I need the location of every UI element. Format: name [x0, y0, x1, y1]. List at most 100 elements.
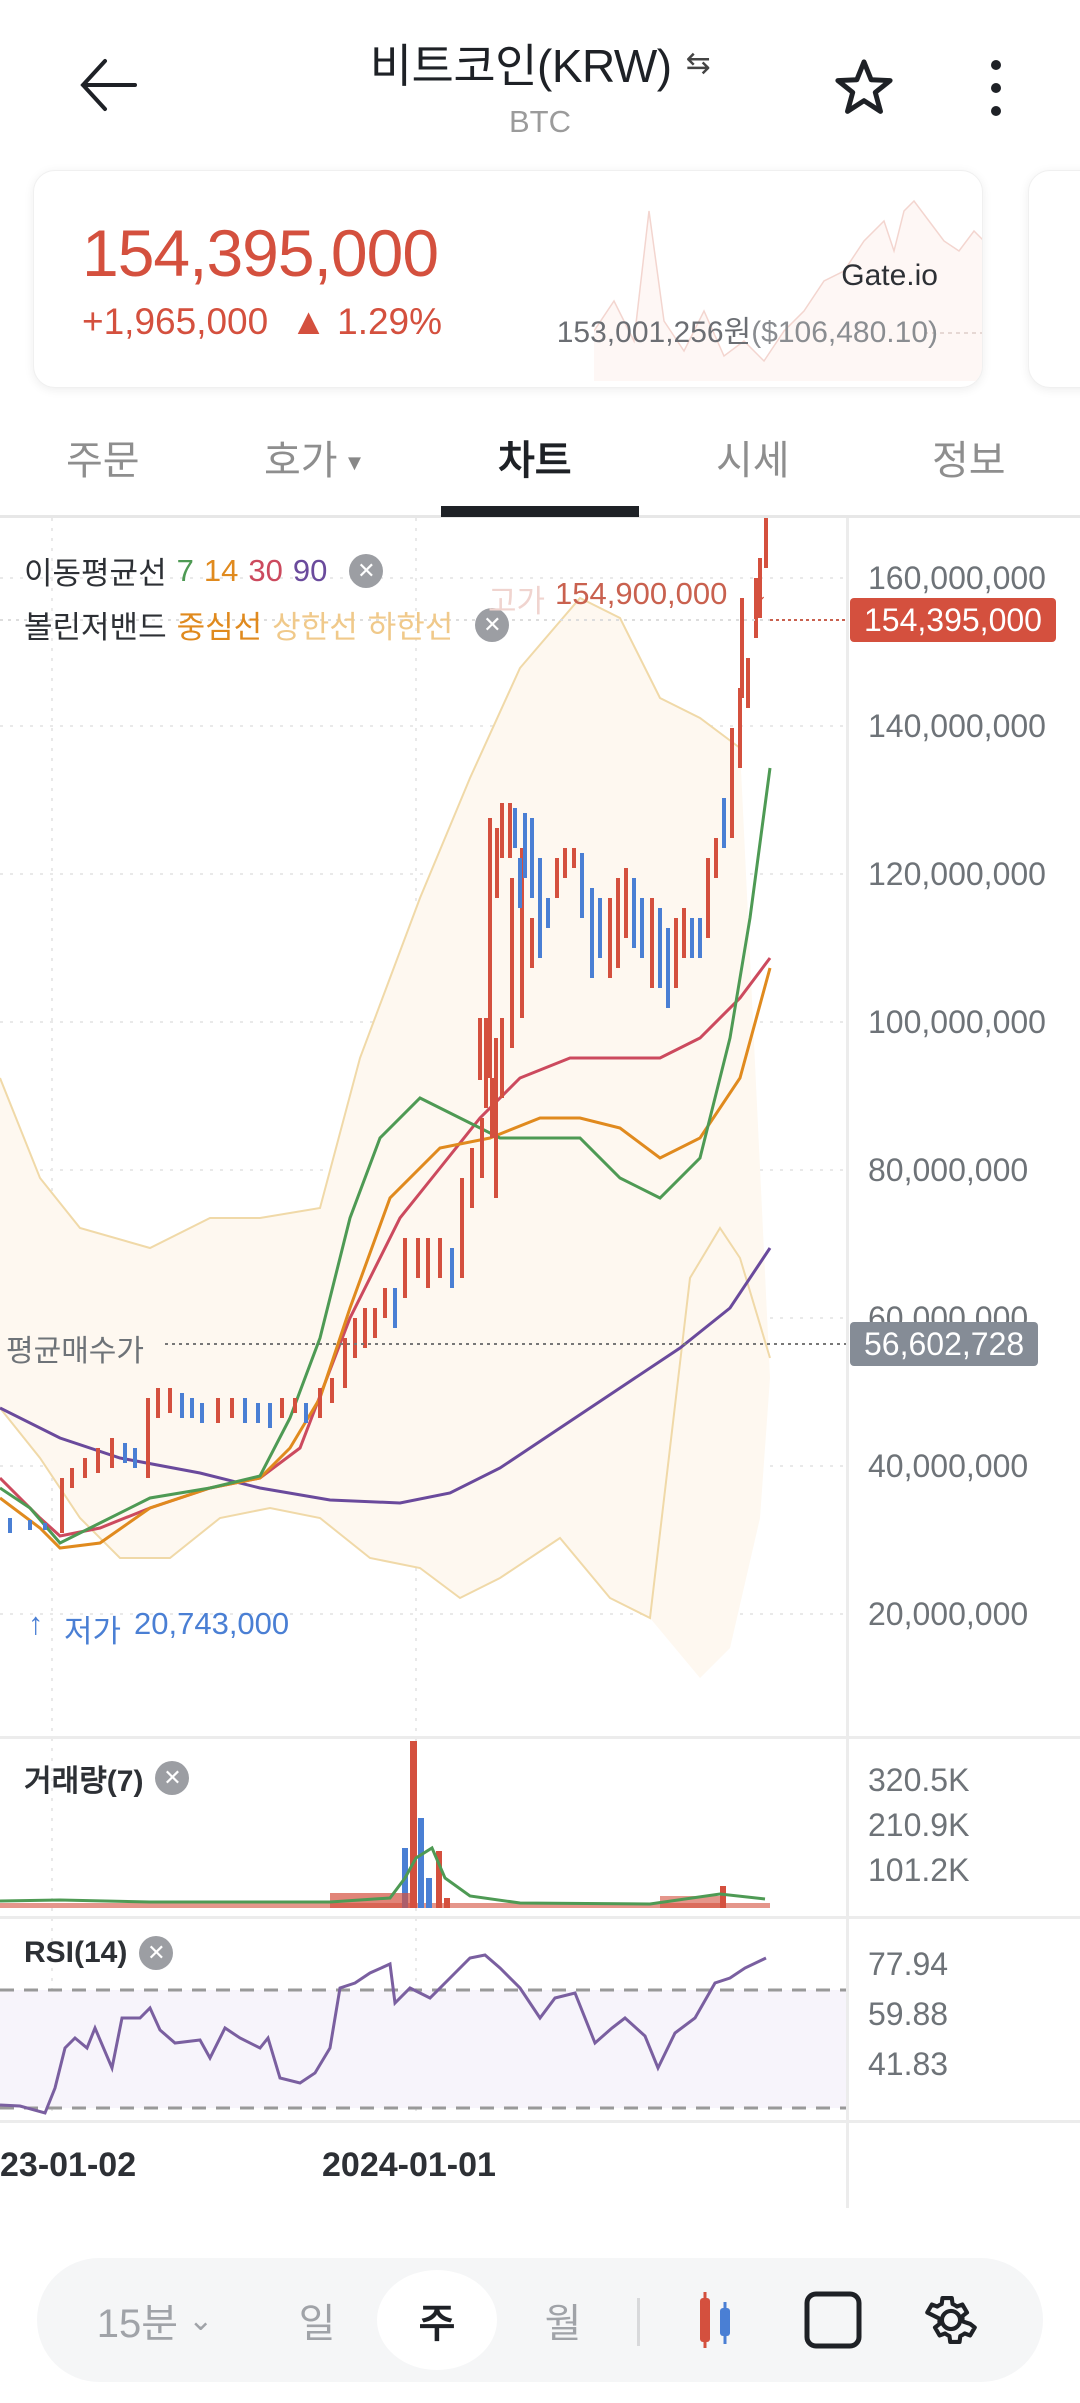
bb-label: 볼린저밴드 — [24, 610, 167, 645]
rsi-tick: 41.83 — [868, 2046, 949, 2082]
star-outline-icon — [835, 59, 893, 114]
more-options-button[interactable] — [968, 48, 1024, 128]
title-block: 비트코인(KRW) ⇆ BTC — [0, 30, 1080, 140]
period-month-button[interactable]: 월 — [523, 2258, 603, 2382]
interval-selector[interactable]: 15분 ⌄ — [85, 2258, 225, 2382]
tab-orderbook[interactable]: 호가 ▼ — [264, 428, 365, 486]
period-week-button[interactable]: 주 — [377, 2270, 497, 2370]
current-price: 154,395,000 — [82, 216, 439, 290]
low-label: 저가 — [64, 1614, 122, 1649]
tab-order[interactable]: 주문 — [66, 428, 140, 486]
period-label: 일 — [298, 2302, 336, 2346]
arrow-up-icon: ↑ — [28, 1606, 44, 1641]
coin-title[interactable]: 비트코인(KRW) ⇆ — [370, 30, 711, 96]
candlestick-icon — [700, 2292, 730, 2348]
caret-down-icon: ▼ — [343, 450, 366, 476]
fullscreen-button[interactable] — [793, 2258, 873, 2382]
bb-legend: 볼린저밴드 중심선 상한선 하한선 ✕ — [24, 602, 510, 647]
rsi-tick: 59.88 — [868, 1996, 949, 2032]
tab-label: 정보 — [932, 439, 1006, 483]
rsi-legend: RSI(14) ✕ — [24, 1936, 174, 1970]
y-tick: 40,000,000 — [868, 1448, 1029, 1484]
sparkline-background — [594, 199, 982, 381]
volume-legend: 거래량(7) ✕ — [24, 1756, 190, 1800]
favorite-button[interactable] — [824, 48, 904, 128]
high-value: 154,900,000 — [555, 576, 728, 611]
price-card[interactable]: 154,395,000 +1,965,000 ▲ 1.29% Gate.io 1… — [33, 170, 983, 388]
ma-label: 이동평균선 — [24, 556, 167, 591]
pane-separator — [0, 2120, 1080, 2123]
x-tick: 23-01-02 — [0, 2146, 137, 2184]
more-vertical-icon — [991, 60, 1001, 116]
remove-volume-button[interactable]: ✕ — [155, 1761, 190, 1795]
low-value: 20,743,000 — [134, 1606, 290, 1641]
chart-type-button[interactable] — [677, 2258, 757, 2382]
exchange-price-usd: ($106,480.10) — [751, 316, 938, 349]
change-percent: ▲ 1.29% — [290, 301, 443, 342]
fullscreen-square-icon — [804, 2291, 862, 2349]
ma-14: 14 — [203, 552, 239, 588]
volume-label: 거래량(7) — [24, 1765, 144, 1798]
tab-label: 호가 — [264, 439, 338, 483]
y-tick: 100,000,000 — [868, 1004, 1046, 1040]
pane-separator — [0, 1736, 1080, 1739]
y-tick: 80,000,000 — [868, 1152, 1029, 1188]
bb-lower: 하한선 — [367, 610, 454, 645]
tab-info[interactable]: 정보 — [932, 428, 1006, 486]
period-day-button[interactable]: 일 — [277, 2258, 357, 2382]
avg-buy-price-tag: 56,602,728 — [850, 1322, 1039, 1366]
chart-area[interactable]: 이동평균선 7 14 30 90 ✕ 볼린저밴드 중심선 상한선 하한선 ✕ 고… — [0, 518, 1080, 2208]
period-label: 월 — [544, 2302, 582, 2346]
swap-arrows-icon[interactable]: ⇆ — [685, 46, 711, 80]
remove-bb-button[interactable]: ✕ — [475, 607, 510, 642]
remove-rsi-button[interactable]: ✕ — [139, 1936, 174, 1970]
y-tick: 160,000,000 — [868, 560, 1046, 596]
price-change: +1,965,000 ▲ 1.29% — [82, 301, 442, 343]
exchange-price-krw: 153,001,256원 — [556, 316, 752, 349]
top-bar: 비트코인(KRW) ⇆ BTC — [0, 0, 1080, 165]
bb-upper: 상한선 — [272, 610, 358, 645]
next-price-card[interactable] — [1028, 170, 1080, 388]
change-amount: +1,965,000 — [82, 301, 269, 342]
tab-bar: 주문 호가 ▼ 차트 시세 정보 — [0, 400, 1080, 518]
ma-legend: 이동평균선 7 14 30 90 ✕ — [24, 548, 384, 593]
tab-label: 차트 — [498, 439, 572, 483]
coin-name: 비트코인(KRW) — [369, 40, 672, 92]
y-tick: 120,000,000 — [868, 856, 1046, 892]
coin-symbol: BTC — [509, 104, 571, 139]
volume-tick: 320.5K — [868, 1762, 970, 1798]
exchange-price: 153,001,256원($106,480.10) — [557, 307, 938, 351]
back-button[interactable] — [70, 48, 144, 122]
y-tick: 20,000,000 — [868, 1596, 1029, 1632]
volume-tick: 210.9K — [868, 1807, 970, 1843]
tab-quotes[interactable]: 시세 — [716, 428, 790, 486]
rsi-tick: 77.94 — [868, 1946, 949, 1982]
arrow-down-icon: ↓ — [752, 572, 768, 608]
toolbar-divider — [637, 2298, 640, 2346]
volume-tick: 101.2K — [868, 1852, 970, 1888]
arrow-left-icon — [80, 59, 137, 111]
rsi-label: RSI(14) — [24, 1936, 128, 1969]
chevron-down-icon: ⌄ — [188, 2303, 214, 2337]
tab-chart[interactable]: 차트 — [498, 428, 572, 486]
pane-separator — [0, 1916, 1080, 1919]
remove-ma-button[interactable]: ✕ — [349, 553, 384, 588]
high-label: 고가 — [488, 584, 546, 619]
y-axis-divider — [846, 518, 849, 2208]
bb-center: 중심선 — [176, 610, 263, 645]
ma-30: 30 — [248, 552, 283, 588]
chart-canvas[interactable] — [0, 518, 846, 2208]
ma-90: 90 — [292, 552, 328, 588]
current-price-tag: 154,395,000 — [850, 598, 1056, 642]
y-tick: 140,000,000 — [868, 708, 1046, 744]
exchange-name: Gate.io — [841, 259, 938, 292]
x-tick: 2024-01-01 — [322, 2146, 496, 2184]
ma-7: 7 — [176, 552, 194, 588]
chart-toolbar: 15분 ⌄ 일 주 월 — [37, 2258, 1043, 2382]
period-label: 주 — [418, 2302, 456, 2346]
active-tab-indicator — [441, 506, 639, 517]
gear-icon — [925, 2295, 977, 2345]
settings-button[interactable] — [911, 2258, 991, 2382]
avg-buy-label: 평균매수가 — [6, 1335, 144, 1368]
tab-label: 주문 — [66, 439, 140, 483]
